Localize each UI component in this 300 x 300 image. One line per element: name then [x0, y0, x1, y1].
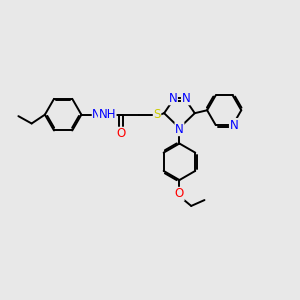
Text: O: O — [116, 127, 126, 140]
Text: O: O — [175, 188, 184, 200]
Text: N: N — [175, 123, 184, 136]
Text: N: N — [182, 92, 190, 105]
Text: H: H — [96, 108, 105, 121]
Text: N: N — [169, 92, 177, 105]
Text: NH: NH — [98, 108, 116, 121]
Text: N: N — [92, 108, 101, 121]
Text: N: N — [230, 118, 238, 131]
Text: S: S — [153, 108, 161, 121]
